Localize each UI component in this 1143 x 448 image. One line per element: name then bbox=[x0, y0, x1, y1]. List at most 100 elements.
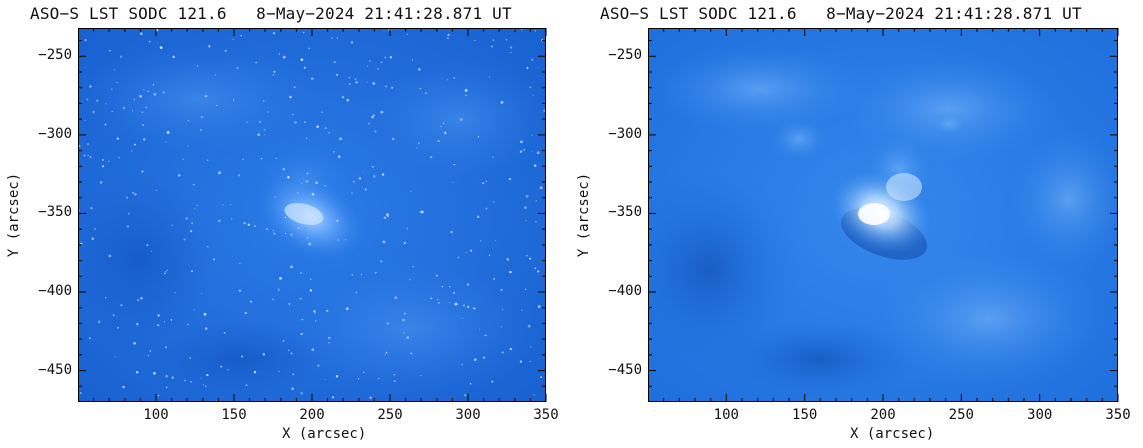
noise-speckle bbox=[358, 177, 362, 180]
noise-speckle bbox=[93, 227, 96, 231]
noise-speckle bbox=[462, 317, 464, 319]
noise-speckle bbox=[196, 65, 198, 67]
noise-speckle bbox=[355, 81, 358, 84]
noise-speckle bbox=[501, 351, 504, 354]
y-tick-label: −450 bbox=[608, 361, 642, 378]
noise-speckle bbox=[143, 138, 146, 141]
noise-speckle bbox=[305, 180, 308, 183]
noise-speckle bbox=[531, 150, 533, 152]
noise-speckle bbox=[227, 369, 229, 371]
noise-speckle bbox=[417, 142, 420, 145]
noise-speckle bbox=[534, 30, 536, 32]
noise-speckle bbox=[113, 69, 116, 71]
noise-speckle bbox=[534, 267, 537, 270]
noise-speckle bbox=[403, 332, 405, 334]
noise-speckle bbox=[324, 379, 326, 381]
noise-speckle bbox=[263, 134, 265, 136]
noise-speckle bbox=[266, 111, 269, 113]
noise-speckle bbox=[484, 334, 487, 337]
noise-speckle bbox=[133, 192, 137, 196]
noise-speckle bbox=[449, 302, 451, 304]
noise-speckle bbox=[135, 322, 139, 326]
x-tick-label: 100 bbox=[713, 407, 739, 423]
noise-speckle bbox=[79, 209, 81, 212]
noise-speckle bbox=[535, 220, 537, 223]
noise-speckle bbox=[308, 47, 310, 50]
noise-speckle bbox=[508, 177, 512, 181]
noise-speckle bbox=[523, 149, 525, 151]
noise-speckle bbox=[374, 130, 377, 133]
noise-speckle bbox=[384, 353, 387, 355]
noise-speckle bbox=[300, 272, 303, 275]
noise-speckle bbox=[291, 387, 294, 391]
noise-speckle bbox=[240, 355, 244, 358]
noise-speckle bbox=[485, 207, 488, 210]
left-panel: ASO−S LST SODC 121.6 8−May−2024 21:41:28… bbox=[0, 0, 570, 448]
noise-speckle bbox=[140, 32, 143, 35]
noise-speckle bbox=[406, 33, 408, 36]
noise-speckle bbox=[535, 200, 537, 202]
noise-speckle bbox=[108, 49, 111, 52]
noise-speckle bbox=[316, 125, 319, 128]
noise-speckle bbox=[474, 40, 476, 42]
noise-speckle bbox=[104, 123, 107, 126]
noise-speckle bbox=[357, 378, 360, 380]
noise-speckle bbox=[97, 320, 101, 324]
noise-speckle bbox=[263, 128, 266, 131]
noise-speckle bbox=[294, 121, 297, 124]
noise-speckle bbox=[459, 118, 463, 121]
y-tick-label: −400 bbox=[608, 283, 642, 299]
noise-speckle bbox=[540, 376, 543, 379]
noise-speckle bbox=[244, 311, 248, 315]
noise-speckle bbox=[394, 296, 398, 300]
noise-speckle bbox=[125, 196, 129, 199]
noise-speckle bbox=[505, 38, 508, 41]
noise-speckle bbox=[141, 123, 145, 127]
noise-speckle bbox=[191, 270, 193, 273]
noise-speckle bbox=[457, 256, 460, 259]
noise-speckle bbox=[306, 137, 308, 139]
noise-speckle bbox=[247, 223, 250, 226]
noise-speckle bbox=[388, 29, 390, 32]
noise-speckle bbox=[371, 116, 374, 119]
noise-speckle bbox=[101, 159, 104, 161]
noise-speckle bbox=[336, 219, 339, 222]
noise-speckle bbox=[368, 122, 370, 125]
noise-speckle bbox=[207, 246, 209, 248]
noise-speckle bbox=[348, 83, 351, 86]
noise-speckle bbox=[81, 100, 83, 102]
noise-speckle bbox=[303, 31, 305, 34]
noise-speckle bbox=[275, 157, 277, 159]
noise-speckle bbox=[500, 288, 503, 292]
noise-speckle bbox=[79, 144, 81, 148]
noise-speckle bbox=[273, 70, 276, 73]
noise-speckle bbox=[206, 159, 209, 161]
noise-speckle bbox=[335, 375, 339, 378]
noise-speckle bbox=[213, 258, 215, 261]
noise-speckle bbox=[509, 270, 512, 274]
noise-speckle bbox=[440, 125, 442, 128]
noise-speckle bbox=[239, 262, 241, 265]
x-tick-label: 150 bbox=[221, 407, 247, 423]
noise-speckle bbox=[416, 147, 418, 149]
noise-speckle bbox=[122, 385, 125, 389]
noise-speckle bbox=[157, 42, 159, 44]
noise-speckle bbox=[137, 298, 140, 302]
noise-speckle bbox=[520, 29, 523, 31]
noise-speckle bbox=[89, 337, 91, 339]
x-tick-label: 250 bbox=[377, 407, 403, 423]
noise-speckle bbox=[105, 103, 107, 105]
noise-speckle bbox=[531, 134, 533, 136]
noise-speckle bbox=[465, 251, 467, 254]
noise-speckle bbox=[372, 114, 375, 117]
noise-speckle bbox=[477, 136, 479, 138]
noise-speckle bbox=[200, 377, 202, 380]
noise-speckle bbox=[532, 94, 534, 96]
noise-speckle bbox=[141, 111, 144, 114]
noise-speckle bbox=[380, 110, 384, 114]
x-tick-label: 150 bbox=[792, 407, 818, 423]
x-tick-label: 300 bbox=[1027, 407, 1053, 423]
noise-speckle bbox=[352, 181, 355, 183]
noise-speckle bbox=[301, 182, 303, 184]
noise-speckle bbox=[130, 150, 133, 152]
